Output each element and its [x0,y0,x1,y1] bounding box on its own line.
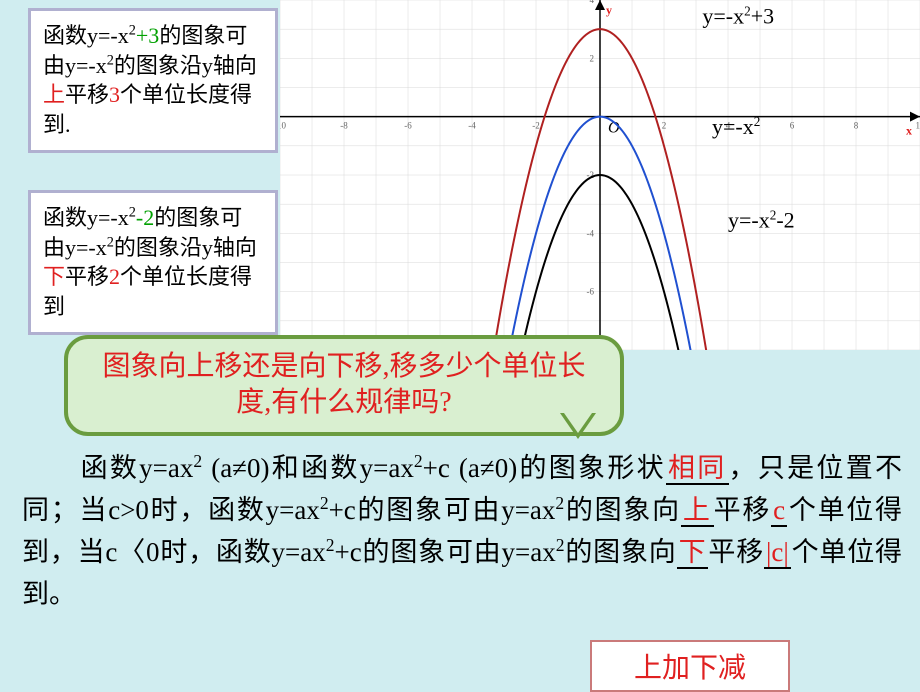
svg-text:-10: -10 [280,121,286,131]
svg-text:-2: -2 [532,121,540,131]
svg-text:2: 2 [662,121,667,131]
svg-text:y=-x2-2: y=-x2-2 [728,208,795,233]
svg-text:y=-x2+3: y=-x2+3 [702,3,774,28]
summary-paragraph: 函数y=ax2 (a≠0)和函数y=ax2+c (a≠0)的图象形状相同，只是位… [22,448,902,615]
svg-text:6: 6 [790,121,795,131]
svg-text:y=-x2: y=-x2 [712,114,760,139]
svg-text:2: 2 [590,53,595,63]
svg-text:-4: -4 [468,121,476,131]
bubble-tail-inner [564,413,592,433]
svg-text:8: 8 [854,121,859,131]
svg-text:-6: -6 [587,287,595,297]
rule-box: 上加下减 [590,640,790,692]
svg-text:-6: -6 [404,121,412,131]
svg-text:x: x [906,124,912,138]
parabola-chart: -10-8-6-4-2246810-8-6-4-224Oxyy=-x2+3y=-… [280,0,920,350]
svg-text:-4: -4 [587,228,595,238]
svg-text:4: 4 [590,0,595,5]
svg-text:y: y [606,3,612,17]
svg-text:-8: -8 [340,121,348,131]
explanation-box-1: 函数y=-x2+3的图象可由y=-x2的图象沿y轴向上平移3个单位长度得到. [28,8,278,153]
svg-text:10: 10 [916,121,920,131]
explanation-box-2: 函数y=-x2-2的图象可由y=-x2的图象沿y轴向下平移2个单位长度得到 [28,190,278,335]
question-bubble: 图象向上移还是向下移,移多少个单位长度,有什么规律吗? [64,335,624,436]
